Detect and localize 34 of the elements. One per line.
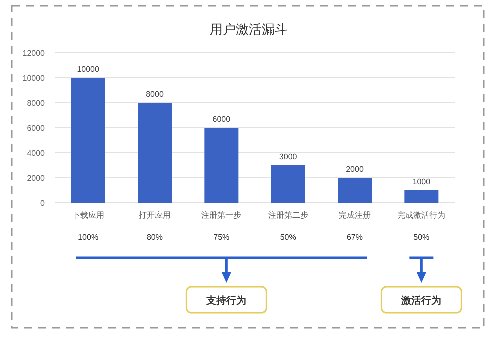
y-tick-label: 4000 [27,149,46,158]
text: 50% [280,233,296,242]
text: 50% [414,233,430,242]
data-label: 6000 [212,115,232,124]
data-label: 3000 [279,152,298,162]
data-label: 10000 [77,65,100,74]
x-tick-label: 完成激活行为 [398,211,446,220]
x-tick-label: 下载应用 [72,211,104,220]
x-tick-label: 注册第一步 [202,211,242,220]
bar [138,103,172,203]
y-tick-label: 10000 [22,74,46,83]
y-tick-label: 0 [40,199,46,208]
text: 67% [346,233,364,242]
chart-title: 用户激活漏斗 [210,22,288,37]
bar [204,128,239,203]
y-tick-label: 8000 [27,99,46,108]
text: 75% [214,233,230,242]
bar [271,166,306,203]
x-tick-label: 注册第二步 [268,211,308,220]
x-tick-label: 完成注册 [339,211,371,220]
bar [71,78,106,203]
data-label: 8000 [146,90,164,99]
bar [338,178,372,203]
text: 支持行为 [206,295,247,307]
y-tick-label: 2000 [27,174,46,183]
y-tick-label: 12000 [22,49,46,58]
data-label: 2000 [346,165,364,174]
text: 激活行为 [400,295,442,307]
data-label: 1000 [412,178,432,186]
x-tick-label: 打开应用 [138,211,171,220]
text: 80% [146,233,164,242]
y-tick-label: 6000 [27,124,46,133]
bar [404,190,439,203]
text: 100% [78,233,99,242]
